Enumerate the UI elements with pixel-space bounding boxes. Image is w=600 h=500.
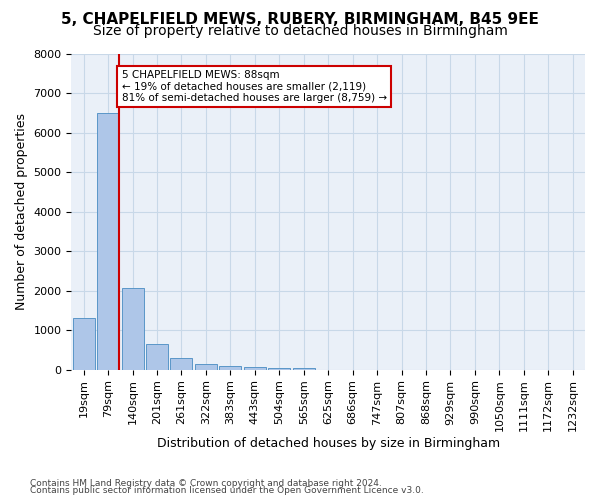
Text: 5, CHAPELFIELD MEWS, RUBERY, BIRMINGHAM, B45 9EE: 5, CHAPELFIELD MEWS, RUBERY, BIRMINGHAM,… — [61, 12, 539, 28]
Bar — [220, 366, 241, 370]
Bar — [97, 113, 119, 370]
Y-axis label: Number of detached properties: Number of detached properties — [15, 114, 28, 310]
Bar — [73, 318, 95, 370]
Bar — [268, 368, 290, 370]
X-axis label: Distribution of detached houses by size in Birmingham: Distribution of detached houses by size … — [157, 437, 500, 450]
Text: Contains HM Land Registry data © Crown copyright and database right 2024.: Contains HM Land Registry data © Crown c… — [30, 478, 382, 488]
Bar — [146, 344, 168, 369]
Bar — [170, 358, 193, 370]
Text: Contains public sector information licensed under the Open Government Licence v3: Contains public sector information licen… — [30, 486, 424, 495]
Text: 5 CHAPELFIELD MEWS: 88sqm
← 19% of detached houses are smaller (2,119)
81% of se: 5 CHAPELFIELD MEWS: 88sqm ← 19% of detac… — [122, 70, 386, 103]
Bar — [244, 368, 266, 370]
Text: Size of property relative to detached houses in Birmingham: Size of property relative to detached ho… — [92, 24, 508, 38]
Bar — [122, 288, 143, 370]
Bar — [195, 364, 217, 370]
Bar — [293, 368, 315, 370]
